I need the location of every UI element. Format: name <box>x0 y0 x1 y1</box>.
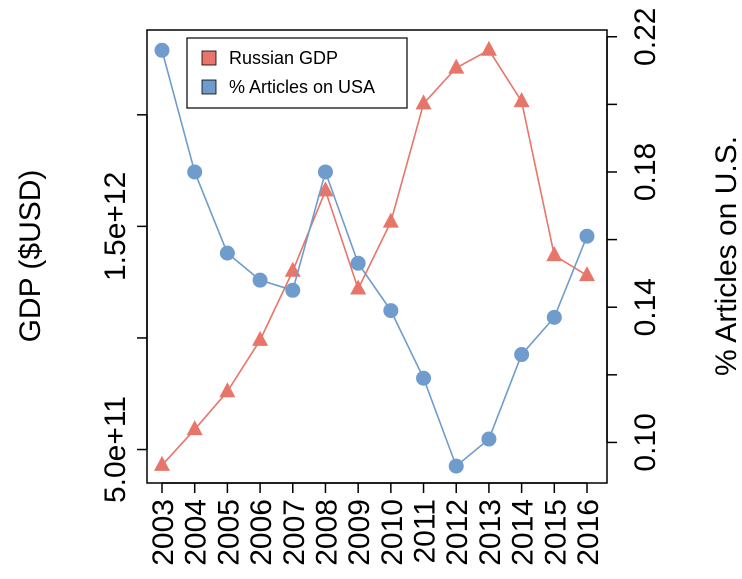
articles-on-usa-point <box>448 458 464 474</box>
russian-gdp-point <box>219 382 236 398</box>
right-axis: 0.10 0.14 0.18 0.22 <box>606 8 662 472</box>
russian-gdp-point <box>382 212 399 228</box>
articles-on-usa-point <box>416 370 432 386</box>
x-axis: 2003 2004 2005 2006 2007 2008 2009 2010 2011 2012… <box>147 482 605 566</box>
articles-on-usa-point <box>350 255 366 271</box>
legend-swatch-articles-on-usa <box>201 79 217 95</box>
right-tick-label: 0.10 <box>629 413 662 471</box>
left-tick-label: 5.0e+11 <box>99 396 132 503</box>
articles-on-usa-point <box>187 164 203 180</box>
series-russian-gdp <box>154 40 595 471</box>
x-tick-label: 2006 <box>245 499 278 566</box>
left-axis: 5.0e+11 1.5e+12 <box>99 114 148 503</box>
articles-on-usa-point <box>546 309 562 325</box>
right-axis-title: % Articles on U.S. <box>710 136 742 376</box>
legend-swatch-russian-gdp <box>201 50 217 66</box>
articles-on-usa-point <box>481 431 497 447</box>
russian-gdp-point <box>546 246 563 262</box>
russian-gdp-point <box>448 58 465 74</box>
russian-gdp-point <box>252 330 269 346</box>
articles-on-usa-point <box>579 228 595 244</box>
x-tick-label: 2003 <box>147 499 180 566</box>
x-tick-label: 2004 <box>180 499 213 566</box>
russian-gdp-point <box>186 420 203 436</box>
russian-gdp-point <box>579 266 595 282</box>
left-tick-label: 1.5e+12 <box>99 172 132 281</box>
right-tick-label: 0.22 <box>629 8 662 66</box>
russian-gdp-point <box>513 92 530 108</box>
x-tick-label: 2009 <box>343 499 376 566</box>
x-tick-label: 2014 <box>507 499 540 566</box>
articles-on-usa-point <box>219 245 235 261</box>
articles-on-usa-point <box>514 347 530 363</box>
russian-gdp-point <box>317 181 334 197</box>
russian-gdp-point <box>480 40 497 56</box>
right-tick-label: 0.18 <box>629 143 662 201</box>
russian-gdp-point <box>415 94 432 110</box>
articles-on-usa-point <box>154 42 170 58</box>
articles-on-usa-point <box>252 272 268 288</box>
x-tick-label: 2011 <box>409 499 442 564</box>
left-axis-title: GDP ($USD) <box>14 170 47 343</box>
articles-on-usa-point <box>383 303 399 319</box>
x-tick-label: 2008 <box>310 499 343 566</box>
legend-label-russian-gdp: Russian GDP <box>229 48 338 68</box>
articles-on-usa-point <box>285 282 301 298</box>
legend-box <box>186 37 408 109</box>
x-tick-label: 2013 <box>474 499 507 566</box>
series-articles-on-usa <box>154 42 595 474</box>
right-tick-label: 0.14 <box>629 278 662 336</box>
legend-label-articles-on-usa: % Articles on USA <box>229 77 375 97</box>
x-tick-label: 2012 <box>441 499 474 566</box>
x-tick-label: 2016 <box>572 499 605 566</box>
russian-gdp-line <box>161 49 588 466</box>
x-tick-label: 2007 <box>278 499 311 566</box>
russian-gdp-point <box>350 279 367 295</box>
russian-gdp-point <box>154 455 170 471</box>
articles-on-usa-point <box>317 164 333 180</box>
legend: Russian GDP % Articles on USA <box>186 37 408 109</box>
x-tick-label: 2010 <box>376 499 409 566</box>
x-tick-label: 2015 <box>539 499 572 566</box>
x-tick-label: 2005 <box>212 499 245 566</box>
